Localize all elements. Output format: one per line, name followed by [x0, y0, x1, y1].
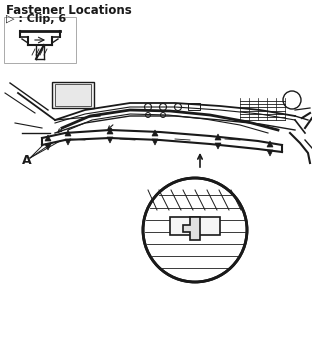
Polygon shape	[65, 139, 71, 145]
Polygon shape	[215, 134, 221, 140]
FancyBboxPatch shape	[55, 84, 91, 106]
Polygon shape	[107, 128, 113, 134]
Polygon shape	[45, 135, 51, 141]
FancyBboxPatch shape	[4, 17, 76, 63]
FancyBboxPatch shape	[188, 103, 200, 110]
FancyBboxPatch shape	[52, 82, 94, 108]
Polygon shape	[107, 137, 113, 143]
FancyBboxPatch shape	[170, 217, 220, 235]
Circle shape	[143, 178, 247, 282]
Polygon shape	[267, 150, 273, 156]
Text: ▷ : Clip, 6: ▷ : Clip, 6	[6, 14, 66, 24]
Text: A: A	[22, 153, 32, 166]
Polygon shape	[45, 144, 51, 150]
Polygon shape	[152, 130, 158, 136]
Text: Fastener Locations: Fastener Locations	[6, 4, 132, 17]
Polygon shape	[215, 143, 221, 149]
Polygon shape	[183, 217, 200, 240]
Polygon shape	[152, 139, 158, 145]
Polygon shape	[65, 130, 71, 136]
Polygon shape	[267, 141, 273, 147]
